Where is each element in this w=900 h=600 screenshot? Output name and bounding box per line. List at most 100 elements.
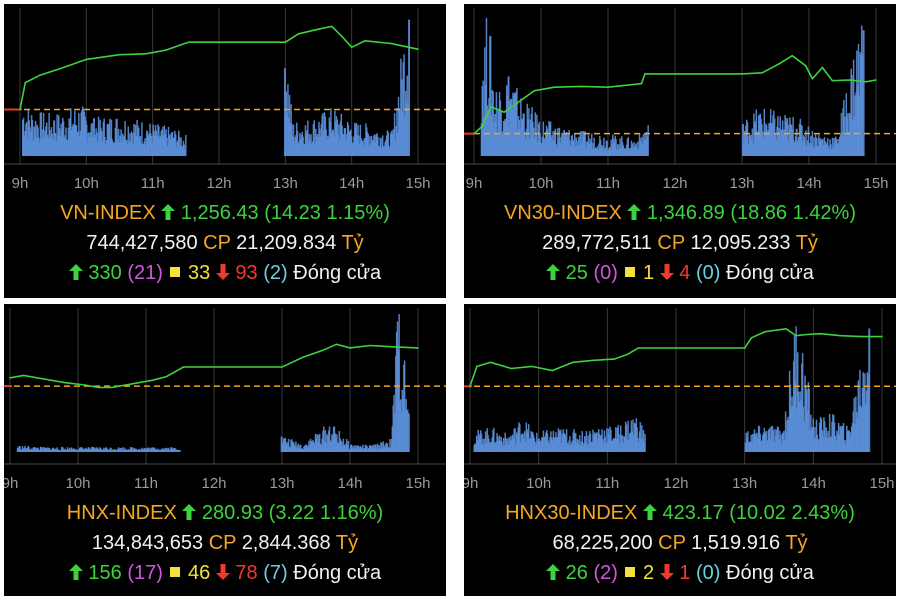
volume-bar — [343, 444, 345, 452]
volume-bar — [498, 435, 501, 452]
volume-bar — [532, 127, 535, 156]
volume-bar — [116, 449, 119, 452]
volume-bar — [611, 144, 613, 156]
volume-bar — [756, 133, 758, 156]
volume-bar — [347, 124, 350, 156]
volume-bar — [839, 133, 842, 156]
volume-bar — [62, 121, 65, 156]
volume-bar — [630, 140, 633, 156]
volume-bar — [373, 134, 376, 156]
volume-bar — [332, 130, 335, 156]
volume-bar — [581, 431, 584, 452]
volume-bar — [575, 137, 578, 156]
time-tick-11h: 11h — [140, 175, 165, 192]
volume-bar — [145, 448, 147, 452]
up-arrow-icon — [182, 504, 197, 520]
volume-bar — [159, 449, 162, 452]
volume-bar — [529, 438, 532, 452]
volume-bar — [380, 138, 382, 156]
volume-bar — [861, 387, 864, 452]
volume-bar — [347, 441, 350, 452]
volume-bar — [114, 128, 117, 156]
volume-bar — [366, 446, 368, 452]
volume-bar — [81, 447, 83, 452]
volume-bar — [618, 144, 621, 156]
volume-bar — [147, 447, 150, 452]
volume-bar — [63, 448, 65, 452]
volume-bar — [130, 131, 133, 156]
price-point — [165, 375, 168, 378]
volume-bar — [562, 131, 565, 156]
volume-bar — [642, 430, 645, 452]
volume-bar — [488, 98, 490, 156]
volume-bar — [801, 125, 803, 156]
volume-bar — [101, 131, 103, 156]
volume-bar — [777, 128, 780, 156]
volume-bar — [316, 434, 318, 452]
volume-bar — [798, 137, 800, 156]
volume-bar — [46, 448, 48, 452]
volume-bar — [641, 136, 643, 156]
volume-bar — [635, 146, 638, 156]
volume-bar — [44, 448, 47, 452]
volume-bar — [407, 409, 409, 452]
volume-bar — [545, 432, 547, 452]
volume-bar — [54, 132, 57, 156]
volume-bar — [801, 363, 803, 452]
volume-bar — [628, 148, 630, 156]
volume-bar — [93, 447, 95, 452]
volume-bar — [578, 145, 581, 156]
volume-bar — [793, 142, 796, 156]
volume-bar — [826, 437, 828, 452]
volume-bar — [521, 120, 524, 156]
volume-bar — [64, 448, 66, 452]
volume-bar — [309, 138, 311, 156]
volume-bar — [374, 142, 377, 156]
volume-bar — [60, 123, 62, 156]
price-point — [335, 343, 338, 346]
volume-bar — [381, 442, 383, 452]
volume-bar — [765, 123, 767, 156]
unchanged-count: 46 — [188, 562, 211, 584]
volume-bar — [134, 449, 137, 452]
volume-bar — [590, 142, 592, 156]
volume-bar — [622, 145, 625, 156]
volume-bar — [528, 438, 531, 452]
price-point — [301, 356, 304, 359]
volume-bar — [582, 130, 585, 156]
volume-bar — [764, 433, 766, 452]
volume-bar — [53, 133, 56, 156]
volume-bar — [295, 135, 297, 156]
volume-bar — [143, 448, 146, 452]
volume-bar — [336, 434, 338, 452]
volume-bar — [305, 132, 307, 156]
volume-bar — [769, 427, 771, 452]
volume-bar — [566, 442, 569, 452]
volume-bar — [365, 123, 367, 156]
volume-bar — [95, 447, 98, 452]
volume-bar — [120, 450, 123, 452]
volume-bar — [55, 448, 57, 452]
volume-bar — [855, 411, 858, 452]
volume-bar — [805, 130, 807, 156]
volume-bar — [588, 144, 591, 156]
volume-bar — [626, 439, 629, 452]
volume-bar — [139, 135, 142, 156]
volume-bar — [151, 447, 154, 452]
volume-bar — [817, 439, 819, 452]
volume-bar — [824, 141, 827, 156]
volume-bar — [185, 134, 187, 156]
volume-bar — [846, 431, 849, 452]
volume-bar — [510, 435, 512, 452]
volume-bar — [822, 436, 824, 452]
volume-bar — [841, 131, 843, 156]
price-point — [644, 347, 646, 349]
trading-amount: 12,095.233 — [690, 232, 791, 254]
volume-bar — [389, 439, 391, 452]
volume-bar — [544, 138, 546, 156]
volume-bar — [137, 449, 140, 452]
volume-bar — [785, 118, 787, 156]
time-tick-13h: 13h — [272, 175, 298, 192]
volume-bar — [315, 437, 318, 452]
volume-bar — [139, 449, 142, 452]
